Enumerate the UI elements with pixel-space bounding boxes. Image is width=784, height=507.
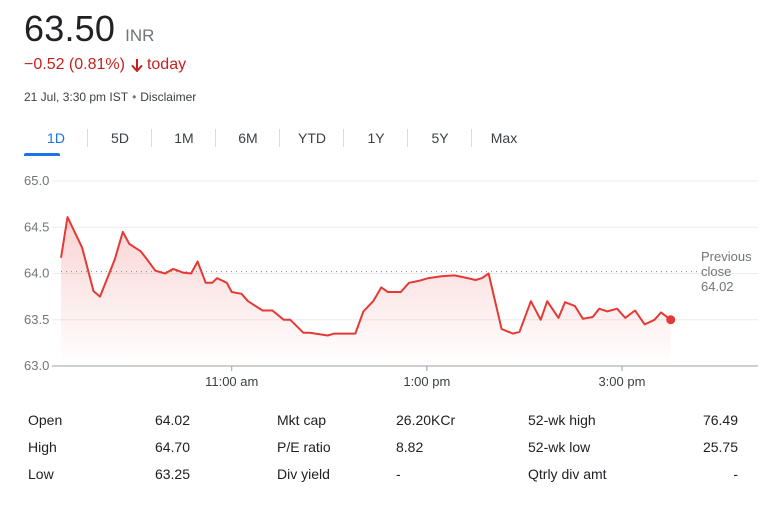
- x-tick-label: 3:00 pm: [598, 374, 645, 389]
- stat-qtrly-div: Qtrly div amt -: [528, 466, 738, 482]
- stat-open: Open 64.02: [28, 412, 190, 428]
- tab-5d[interactable]: 5D: [88, 128, 152, 156]
- tab-ytd[interactable]: YTD: [280, 128, 344, 156]
- disclaimer-link[interactable]: Disclaimer: [140, 90, 197, 104]
- tab-label: 1D: [47, 130, 65, 146]
- tab-1m[interactable]: 1M: [152, 128, 216, 156]
- tab-label: Max: [490, 130, 518, 146]
- range-tabs: 1D 5D 1M 6M YTD 1Y 5Y Max: [24, 128, 536, 156]
- change-period: today: [146, 56, 187, 73]
- y-tick-label: 65.0: [24, 173, 49, 188]
- price-chart[interactable]: 63.0 63.5 64.0 64.5 65.0 11:00 am 1:00 pm 3:00…: [0, 168, 784, 398]
- tab-max[interactable]: Max: [472, 128, 536, 156]
- x-tick-label: 11:00 am: [205, 374, 258, 389]
- stat-high: High 64.70: [28, 439, 190, 455]
- last-price-dot: [666, 315, 676, 325]
- previous-close-text: Previous: [701, 249, 752, 264]
- y-tick-label: 63.5: [24, 312, 49, 327]
- stat-52wk-high: 52-wk high 76.49: [528, 412, 738, 428]
- tab-label: 5D: [111, 130, 129, 146]
- stat-mkt-cap: Mkt cap 26.20KCr: [277, 412, 456, 428]
- tab-label: 5Y: [431, 130, 449, 146]
- quote-timestamp: 21 Jul, 3:30 pm IST: [24, 90, 129, 104]
- price-area-fill: [61, 217, 671, 366]
- bullet-separator: •: [132, 90, 137, 104]
- arrow-down-icon: [131, 58, 143, 73]
- tab-1d[interactable]: 1D: [24, 128, 88, 156]
- tab-label: YTD: [298, 130, 326, 146]
- stat-52wk-low: 52-wk low 25.75: [528, 439, 738, 455]
- tab-6m[interactable]: 6M: [216, 128, 280, 156]
- price-change: −0.52 (0.81%) today: [24, 56, 186, 74]
- x-tick-label: 1:00 pm: [403, 374, 450, 389]
- y-tick-label: 63.0: [24, 358, 49, 373]
- currency-code: INR: [125, 26, 155, 45]
- tab-label: 1Y: [367, 130, 385, 146]
- quote-meta: 21 Jul, 3:30 pm IST • Disclaimer: [24, 90, 196, 104]
- stat-low: Low 63.25: [28, 466, 190, 482]
- tab-label: 6M: [238, 130, 258, 146]
- current-price: 63.50: [24, 8, 116, 49]
- stat-pe-ratio: P/E ratio 8.82: [277, 439, 424, 455]
- previous-close-text: close: [701, 264, 731, 279]
- tab-1y[interactable]: 1Y: [344, 128, 408, 156]
- tab-label: 1M: [174, 130, 194, 146]
- previous-close-text: 64.02: [701, 279, 734, 294]
- stat-div-yield: Div yield -: [277, 466, 401, 482]
- y-tick-label: 64.0: [24, 266, 49, 281]
- price-line: [60, 216, 672, 337]
- price-header: 63.50 INR: [24, 8, 154, 50]
- change-value: −0.52 (0.81%): [24, 56, 125, 73]
- y-tick-label: 64.5: [24, 219, 49, 234]
- tab-5y[interactable]: 5Y: [408, 128, 472, 156]
